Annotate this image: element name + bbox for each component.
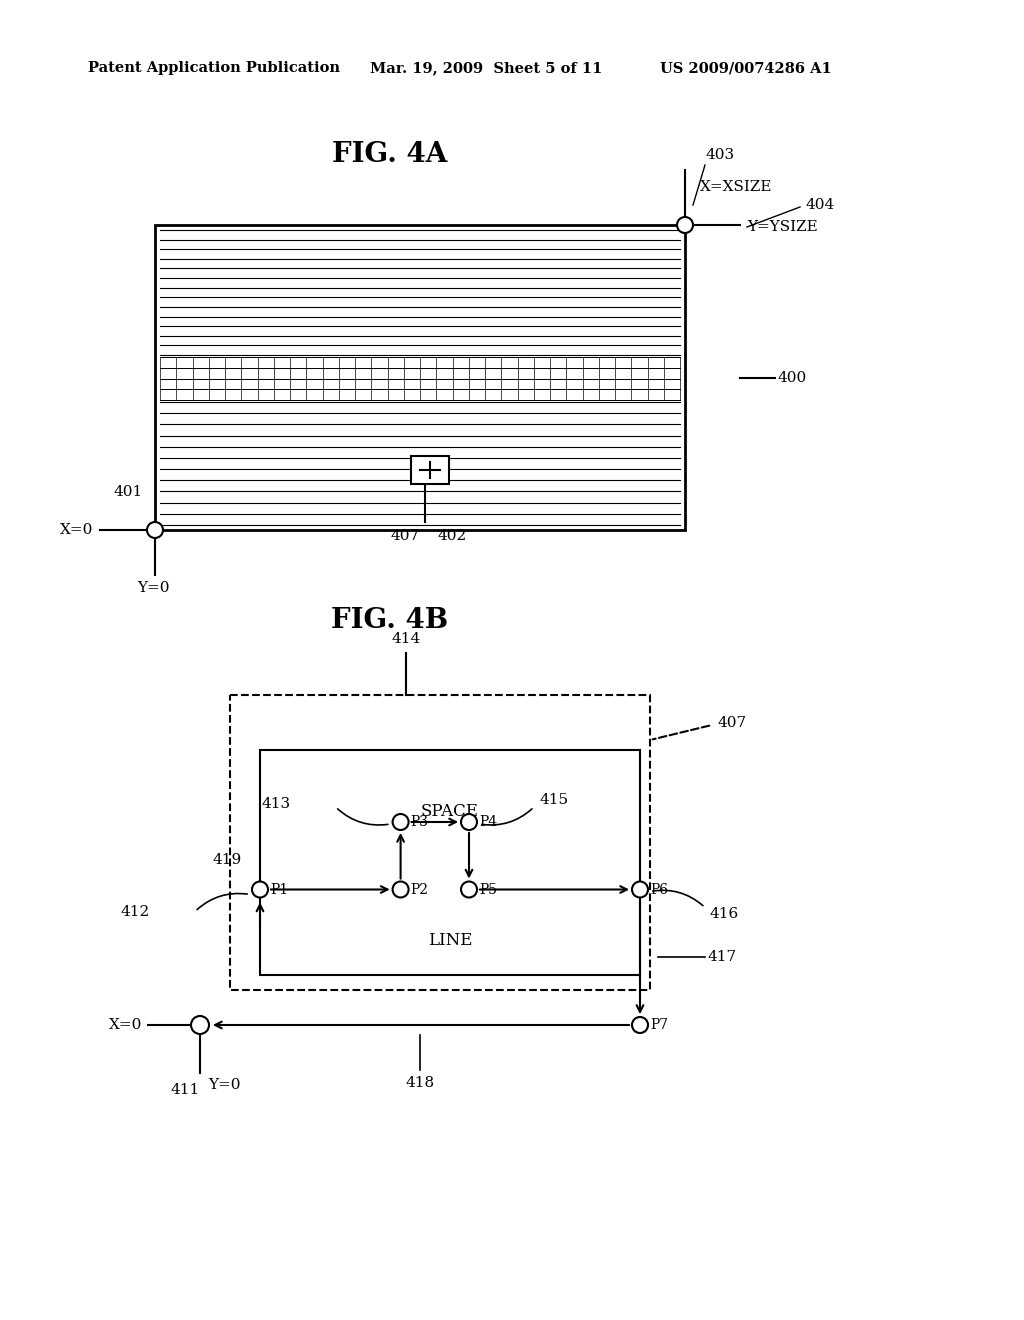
Text: 418: 418	[406, 1076, 434, 1090]
Text: US 2009/0074286 A1: US 2009/0074286 A1	[660, 61, 831, 75]
Text: 417: 417	[708, 950, 737, 964]
Bar	[260, 750, 640, 975]
Circle shape	[392, 814, 409, 830]
Text: 411: 411	[170, 1082, 200, 1097]
Text: Patent Application Publication: Patent Application Publication	[88, 61, 340, 75]
Text: P3: P3	[411, 814, 429, 829]
Text: X=XSIZE: X=XSIZE	[700, 180, 772, 194]
Text: 412: 412	[121, 904, 150, 919]
Text: P4: P4	[479, 814, 497, 829]
Text: P6: P6	[650, 883, 668, 896]
Text: 407: 407	[717, 715, 746, 730]
Text: 414: 414	[392, 632, 421, 645]
Text: 415: 415	[539, 793, 568, 807]
Text: Y=0: Y=0	[137, 581, 170, 595]
Text: Mar. 19, 2009  Sheet 5 of 11: Mar. 19, 2009 Sheet 5 of 11	[370, 61, 602, 75]
Circle shape	[632, 1016, 648, 1034]
Circle shape	[252, 882, 268, 898]
Text: 402: 402	[437, 529, 467, 543]
Text: 400: 400	[778, 371, 807, 384]
Bar	[230, 696, 650, 990]
Circle shape	[191, 1016, 209, 1034]
Text: SPACE: SPACE	[421, 804, 479, 820]
Circle shape	[147, 521, 163, 539]
Text: 404: 404	[805, 198, 835, 213]
Text: 403: 403	[706, 148, 734, 162]
Circle shape	[677, 216, 693, 234]
Text: 419: 419	[213, 853, 242, 866]
Text: FIG. 4A: FIG. 4A	[333, 141, 447, 169]
Bar	[155, 224, 685, 531]
Text: 416: 416	[710, 907, 739, 920]
Text: FIG. 4B: FIG. 4B	[332, 606, 449, 634]
Bar	[411, 455, 449, 484]
Text: X=0: X=0	[109, 1018, 142, 1032]
Text: P2: P2	[411, 883, 429, 896]
Text: P7: P7	[650, 1018, 668, 1032]
Text: X=0: X=0	[59, 523, 93, 537]
Text: 407: 407	[390, 529, 420, 543]
Text: 413: 413	[261, 797, 291, 810]
Circle shape	[392, 882, 409, 898]
Text: 401: 401	[113, 484, 142, 499]
Circle shape	[461, 882, 477, 898]
Circle shape	[461, 814, 477, 830]
Circle shape	[632, 882, 648, 898]
Text: Y=YSIZE: Y=YSIZE	[746, 220, 818, 234]
Text: LINE: LINE	[428, 932, 472, 949]
Text: P1: P1	[270, 883, 288, 896]
Text: P5: P5	[479, 883, 497, 896]
Text: Y=0: Y=0	[208, 1078, 241, 1092]
